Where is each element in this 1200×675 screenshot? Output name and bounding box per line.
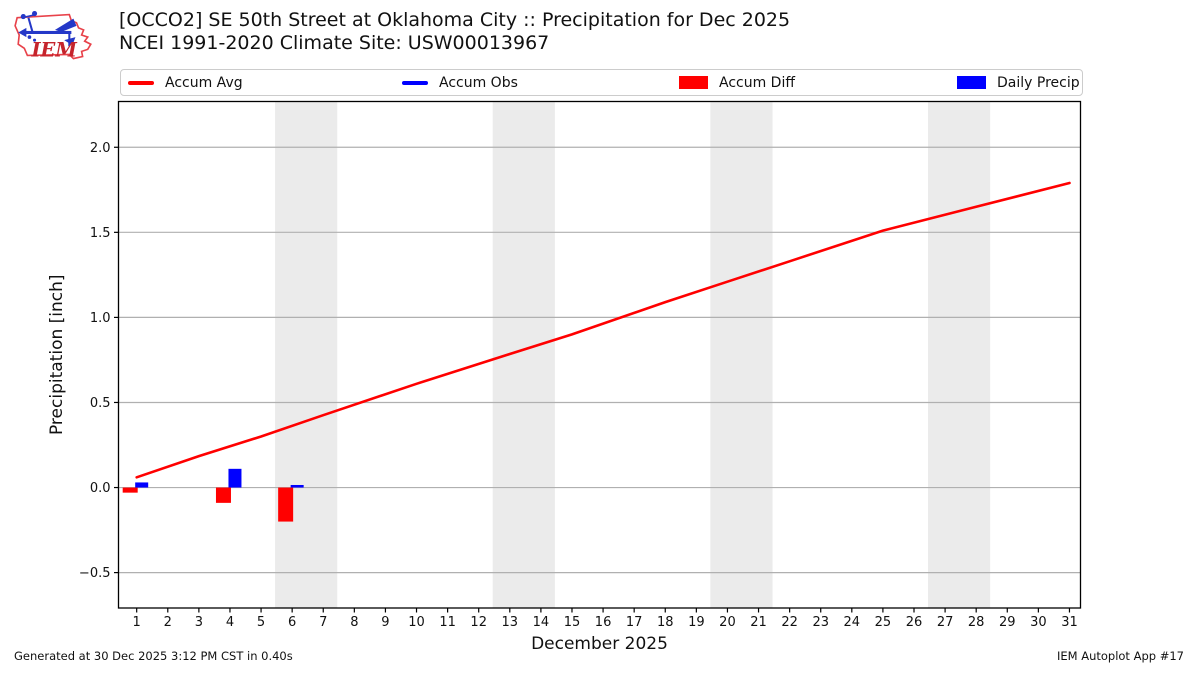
- plot-frame: [117, 100, 1082, 609]
- y-tick-label: 0.0: [90, 481, 111, 496]
- y-tick-label: 0.5: [90, 396, 111, 411]
- x-tick-label: 31: [1061, 615, 1078, 630]
- x-tick-label: 30: [1030, 615, 1047, 630]
- x-axis-label: December 2025: [531, 634, 668, 654]
- x-tick-label: 9: [381, 615, 389, 630]
- x-tick-label: 2: [164, 615, 172, 630]
- y-tick-label: 1.0: [90, 311, 111, 326]
- x-tick-label: 28: [968, 615, 985, 630]
- x-tick-label: 24: [844, 615, 861, 630]
- chart-title: [OCCO2] SE 50th Street at Oklahoma City …: [119, 9, 791, 31]
- legend-item-accum-obs: Accum Obs: [402, 70, 518, 95]
- x-tick-label: 4: [226, 615, 234, 630]
- x-tick-label: 11: [439, 615, 456, 630]
- y-tick-label: −0.5: [79, 566, 111, 581]
- iem-logo: IEM: [14, 10, 92, 62]
- accum-diff-bar: [215, 487, 231, 503]
- iem-logo-text: IEM: [30, 39, 77, 62]
- x-tick-label: 7: [319, 615, 327, 630]
- weekend-band: [275, 101, 338, 608]
- y-tick-label: 1.5: [90, 226, 111, 241]
- legend-item-accum-avg: Accum Avg: [128, 70, 243, 95]
- x-tick-label: 22: [781, 615, 798, 630]
- x-tick-label: 26: [906, 615, 923, 630]
- x-tick-label: 15: [564, 615, 581, 630]
- x-tick-label: 23: [812, 615, 829, 630]
- x-tick-label: 14: [533, 615, 550, 630]
- accum-avg-line: [135, 181, 1071, 479]
- app-credit: IEM Autoplot App #17: [1056, 649, 1184, 663]
- generated-timestamp: Generated at 30 Dec 2025 3:12 PM CST in …: [14, 649, 293, 663]
- x-tick-label: 29: [999, 615, 1016, 630]
- chart-header: [OCCO2] SE 50th Street at Oklahoma City …: [119, 9, 790, 55]
- x-tick-label: 25: [875, 615, 892, 630]
- legend-item-accum-diff: Accum Diff: [679, 70, 795, 95]
- weekend-band: [927, 101, 991, 608]
- legend-label: Accum Obs: [439, 74, 518, 91]
- x-tick-label: 5: [257, 615, 265, 630]
- accum-diff-bar: [278, 487, 294, 522]
- x-tick-label: 20: [719, 615, 736, 630]
- daily-precip-bar: [135, 482, 149, 488]
- x-tick-label: 21: [750, 615, 767, 630]
- weather-vane-icon: [18, 10, 77, 47]
- x-tick-label: 12: [470, 615, 487, 630]
- accum-diff-swatch-icon: [679, 76, 708, 89]
- legend-item-daily-precip: Daily Precip: [957, 70, 1080, 95]
- x-tick-label: 18: [657, 615, 674, 630]
- daily-precip-swatch-icon: [957, 76, 986, 89]
- x-tick-label: 27: [937, 615, 954, 630]
- chart-subtitle: NCEI 1991-2020 Climate Site: USW00013967: [119, 32, 550, 54]
- x-tick-label: 8: [350, 615, 358, 630]
- x-tick-label: 17: [626, 615, 643, 630]
- x-tick-label: 10: [408, 615, 425, 630]
- legend-label: Daily Precip: [997, 74, 1080, 91]
- legend-label: Accum Avg: [165, 74, 243, 91]
- x-tick-label: 13: [502, 615, 519, 630]
- x-tick-label: 19: [688, 615, 705, 630]
- x-tick-label: 16: [595, 615, 612, 630]
- accum-diff-bar: [122, 487, 138, 493]
- daily-precip-bar: [228, 468, 242, 488]
- legend-label: Accum Diff: [719, 74, 796, 91]
- x-tick-label: 3: [195, 615, 203, 630]
- weekend-band: [710, 101, 773, 608]
- y-axis-label: Precipitation [inch]: [47, 274, 67, 435]
- x-tick-label: 6: [288, 615, 296, 630]
- weekend-band: [492, 101, 555, 608]
- accum-avg-swatch-icon: [128, 80, 154, 85]
- x-tick-label: 1: [133, 615, 141, 630]
- daily-precip-bar: [290, 484, 304, 488]
- chart-legend: Accum Avg Accum Obs Accum Diff Daily Precip: [120, 69, 1083, 96]
- accum-obs-swatch-icon: [402, 80, 428, 85]
- y-tick-label: 2.0: [90, 141, 111, 156]
